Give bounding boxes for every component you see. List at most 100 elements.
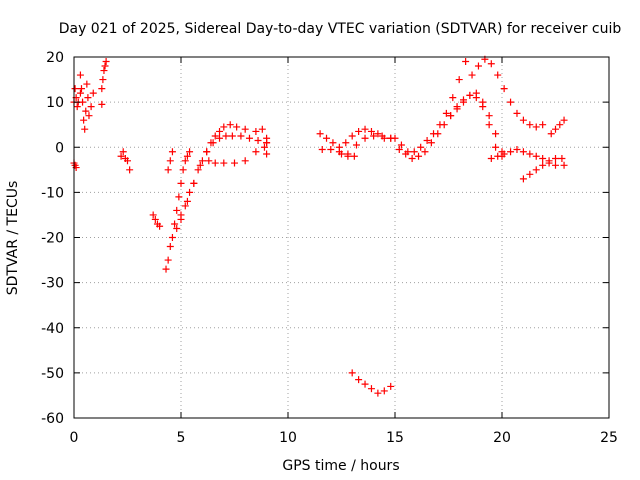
data-point — [560, 116, 568, 124]
data-point — [519, 116, 527, 124]
data-point — [397, 141, 405, 149]
data-point — [77, 85, 85, 93]
series-arc-24 — [547, 116, 568, 138]
series-arc-11 — [177, 132, 271, 223]
series-arc-4 — [98, 58, 110, 93]
data-point — [196, 161, 204, 169]
data-point — [552, 161, 559, 169]
data-point — [513, 146, 521, 154]
data-point — [220, 159, 228, 167]
data-point — [119, 148, 127, 156]
data-point — [558, 155, 566, 163]
data-point — [228, 132, 236, 140]
series-arc-13 — [258, 125, 271, 158]
data-point — [183, 197, 191, 205]
x-tick-label: 0 — [70, 430, 79, 446]
data-point — [423, 136, 431, 144]
data-point — [194, 166, 202, 174]
data-point — [76, 71, 84, 79]
data-point — [100, 67, 108, 75]
series-arc-9 — [164, 148, 176, 174]
data-point — [101, 62, 109, 70]
data-point — [532, 123, 540, 131]
data-point — [80, 116, 88, 124]
data-point — [241, 125, 249, 133]
data-point — [370, 132, 378, 140]
data-point — [263, 139, 271, 147]
data-point — [342, 139, 350, 147]
data-point — [552, 125, 559, 133]
data-point — [427, 139, 435, 147]
data-point — [117, 152, 125, 160]
data-point — [455, 76, 463, 84]
data-point — [352, 141, 360, 149]
x-tick-label: 15 — [386, 430, 404, 446]
data-point — [126, 166, 134, 174]
data-point — [494, 71, 502, 79]
y-tick-label: -20 — [41, 231, 64, 247]
axis-ticks — [73, 56, 610, 419]
data-point — [361, 380, 369, 388]
data-point — [492, 130, 500, 138]
data-point — [507, 148, 515, 156]
data-point — [73, 103, 81, 111]
data-point — [374, 130, 382, 138]
data-point — [260, 143, 268, 151]
data-point — [98, 85, 106, 93]
data-point — [447, 112, 455, 120]
data-point — [186, 188, 194, 196]
data-point — [395, 146, 403, 154]
data-point — [156, 222, 164, 230]
data-point — [79, 98, 87, 106]
data-point — [545, 157, 553, 165]
data-point — [89, 89, 97, 97]
series-arc-17 — [348, 369, 395, 397]
data-point — [252, 148, 260, 156]
data-point — [226, 121, 234, 129]
data-point — [168, 234, 176, 241]
data-point — [323, 134, 331, 142]
data-point — [485, 112, 493, 120]
data-point — [374, 389, 382, 397]
data-point — [181, 157, 189, 165]
data-point — [327, 146, 335, 154]
data-point — [84, 94, 92, 102]
x-tick-label: 5 — [177, 430, 186, 446]
data-point — [355, 127, 363, 135]
data-point — [348, 369, 356, 377]
data-point — [205, 157, 213, 165]
data-point — [237, 132, 245, 140]
data-point — [183, 152, 191, 160]
data-point — [71, 85, 79, 93]
data-point — [367, 127, 375, 135]
series-arc-8 — [162, 148, 194, 273]
x-tick-labels: 0 5 10 15 20 25 — [70, 430, 618, 446]
data-point — [177, 179, 185, 187]
data-point — [402, 150, 410, 158]
data-point — [149, 211, 157, 219]
data-point — [76, 89, 84, 97]
data-point — [233, 123, 241, 131]
data-point — [355, 376, 363, 384]
data-point — [440, 121, 448, 129]
y-tick-label: -40 — [41, 321, 64, 337]
data-point — [258, 125, 266, 133]
data-point — [87, 103, 95, 111]
data-point — [216, 127, 224, 135]
data-point — [459, 98, 467, 106]
data-point — [449, 94, 457, 102]
data-points — [70, 55, 568, 397]
data-point — [209, 139, 217, 147]
data-point — [378, 132, 386, 140]
data-point — [186, 148, 194, 156]
data-point — [494, 152, 502, 160]
data-point — [222, 132, 230, 140]
series-arc-15 — [318, 132, 395, 158]
data-point — [415, 152, 423, 160]
data-point — [500, 85, 508, 93]
data-point — [474, 62, 482, 70]
data-point — [380, 387, 388, 395]
data-point — [462, 58, 470, 66]
data-point — [532, 152, 540, 160]
